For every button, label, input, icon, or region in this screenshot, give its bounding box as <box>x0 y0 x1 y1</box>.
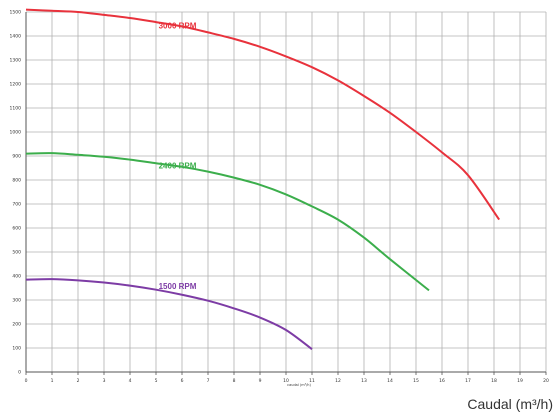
series-line-1500-rpm <box>25 278 313 351</box>
x-tick-label: 7 <box>207 378 210 384</box>
x-tick-label: 0 <box>25 378 28 384</box>
series-label-2400-rpm: 2400 RPM <box>159 162 197 171</box>
y-tick-label: 100 <box>12 346 21 352</box>
x-tick-label: 11 <box>309 378 315 384</box>
y-tick-label: 700 <box>12 202 21 208</box>
x-axis-title: Caudal (m³/h) <box>467 396 553 412</box>
curves <box>25 8 501 351</box>
x-tick-label: 17 <box>465 378 471 384</box>
y-tick-label: 400 <box>12 274 21 280</box>
y-tick-label: 200 <box>12 322 21 328</box>
y-tick-label: 300 <box>12 298 21 304</box>
y-tick-label: 900 <box>12 154 21 160</box>
labels: 0 1 2 3 4 5 6 7 8 9 10 11 12 13 14 15 16 17 18 19 2001002003… <box>10 10 549 388</box>
x-tick-label: 16 <box>439 378 445 384</box>
y-tick-label: 1000 <box>10 130 22 136</box>
x-tick-label: 13 <box>361 378 367 384</box>
x-tick-label: 2 <box>77 378 80 384</box>
x-tick-label: 19 <box>517 378 523 384</box>
x-axis-small-caption: caudal (m³/h) <box>287 383 311 387</box>
y-tick-label: 500 <box>12 250 21 256</box>
y-tick-label: 1100 <box>10 106 22 112</box>
x-tick-label: 9 <box>259 378 262 384</box>
y-tick-label: 1200 <box>10 82 22 88</box>
y-tick-label: 800 <box>12 178 21 184</box>
x-tick-label: 20 <box>543 378 549 384</box>
x-tick-label: 5 <box>155 378 158 384</box>
series-label-3000-rpm: 3000 RPM <box>159 22 197 31</box>
grid <box>25 11 547 375</box>
x-tick-label: 18 <box>491 378 497 384</box>
y-tick-label: 600 <box>12 226 21 232</box>
x-tick-label: 3 <box>103 378 106 384</box>
series-label-1500-rpm: 1500 RPM <box>159 282 197 291</box>
y-tick-label: 1500 <box>10 10 22 16</box>
y-tick-label: 1300 <box>10 58 22 64</box>
x-tick-label: 14 <box>387 378 393 384</box>
x-tick-label: 12 <box>335 378 341 384</box>
x-tick-label: 10 <box>283 378 289 384</box>
x-tick-label: 8 <box>233 378 236 384</box>
series-line-3000-rpm <box>25 8 501 221</box>
x-tick-label: 4 <box>129 378 132 384</box>
y-tick-label: 0 <box>18 370 21 376</box>
y-tick-label: 1400 <box>10 34 22 40</box>
x-tick-label: 6 <box>181 378 184 384</box>
series-line-2400-rpm <box>25 152 430 292</box>
x-tick-label: 15 <box>413 378 419 384</box>
x-tick-label: 1 <box>51 378 54 384</box>
